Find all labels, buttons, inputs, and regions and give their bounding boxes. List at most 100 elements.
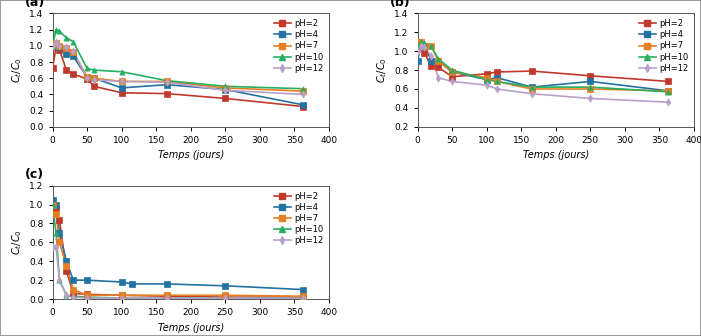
Point	[81, 295, 93, 301]
Point	[481, 75, 492, 80]
Point	[54, 43, 65, 48]
Point	[61, 51, 72, 56]
Point	[585, 79, 596, 84]
Point	[54, 43, 65, 48]
Point	[88, 84, 100, 89]
Point	[219, 96, 231, 101]
Point	[116, 295, 128, 301]
Point	[61, 68, 72, 73]
Point	[88, 68, 100, 73]
Point	[47, 43, 58, 48]
Legend: pH=2, pH=4, pH=7, pH=10, pH=12: pH=2, pH=4, pH=7, pH=10, pH=12	[272, 17, 325, 74]
Point	[61, 293, 72, 298]
Point	[68, 278, 79, 283]
Point	[481, 71, 492, 77]
Point	[219, 283, 231, 289]
Point	[161, 295, 172, 301]
Point	[219, 88, 231, 93]
Point	[433, 65, 444, 70]
Point	[161, 78, 172, 83]
Point	[116, 85, 128, 91]
Point	[161, 79, 172, 84]
Point	[433, 58, 444, 64]
X-axis label: Temps (jours): Temps (jours)	[158, 150, 224, 160]
Point	[298, 287, 309, 292]
Point	[426, 58, 437, 64]
Point	[491, 69, 503, 75]
Point	[663, 79, 674, 84]
Point	[47, 244, 58, 250]
Point	[585, 84, 596, 90]
Point	[81, 74, 93, 79]
Legend: pH=2, pH=4, pH=7, pH=10, pH=12: pH=2, pH=4, pH=7, pH=10, pH=12	[272, 190, 325, 247]
Point	[426, 44, 437, 49]
Point	[298, 86, 309, 91]
Text: (b): (b)	[390, 0, 411, 9]
Point	[50, 202, 62, 207]
Point	[416, 42, 427, 47]
Point	[418, 50, 430, 56]
Point	[88, 76, 100, 81]
Point	[433, 58, 444, 64]
Point	[68, 291, 79, 296]
Point	[68, 50, 79, 55]
Point	[426, 53, 437, 58]
Point	[50, 230, 62, 236]
Point	[161, 281, 172, 287]
Point	[416, 39, 427, 44]
Point	[68, 39, 79, 44]
Point	[116, 295, 128, 301]
Point	[50, 27, 62, 32]
Point	[585, 73, 596, 79]
Point	[298, 104, 309, 109]
Point	[161, 82, 172, 87]
Point	[50, 43, 62, 48]
Point	[50, 211, 62, 217]
Point	[54, 47, 65, 52]
Point	[481, 77, 492, 82]
Point	[481, 77, 492, 82]
Point	[161, 91, 172, 96]
Point	[526, 84, 537, 90]
Point	[298, 294, 309, 299]
Point	[61, 263, 72, 269]
Point	[47, 65, 58, 70]
Point	[298, 295, 309, 301]
X-axis label: Temps (jours): Temps (jours)	[523, 150, 589, 160]
Point	[68, 49, 79, 54]
Point	[416, 42, 427, 47]
Point	[491, 86, 503, 92]
Point	[50, 244, 62, 250]
Point	[50, 39, 62, 44]
Point	[447, 79, 458, 84]
Point	[61, 46, 72, 51]
Point	[47, 202, 58, 207]
Point	[298, 88, 309, 94]
Point	[54, 217, 65, 222]
Point	[54, 230, 65, 236]
Point	[491, 79, 503, 84]
Point	[54, 278, 65, 283]
Point	[416, 39, 427, 44]
Point	[81, 66, 93, 71]
Point	[418, 45, 430, 50]
Point	[298, 294, 309, 300]
Point	[61, 45, 72, 50]
Point	[81, 278, 93, 283]
Point	[219, 295, 231, 301]
Y-axis label: $C_t/C_0$: $C_t/C_0$	[10, 229, 24, 255]
Point	[116, 79, 128, 84]
Point	[526, 84, 537, 90]
Point	[418, 43, 430, 48]
Point	[526, 86, 537, 92]
Point	[526, 91, 537, 96]
Point	[412, 58, 423, 64]
Point	[126, 281, 137, 287]
Point	[219, 295, 231, 301]
Point	[447, 69, 458, 75]
Point	[161, 294, 172, 299]
Point	[585, 96, 596, 101]
Point	[47, 43, 58, 48]
Point	[412, 44, 423, 49]
Point	[161, 295, 172, 301]
